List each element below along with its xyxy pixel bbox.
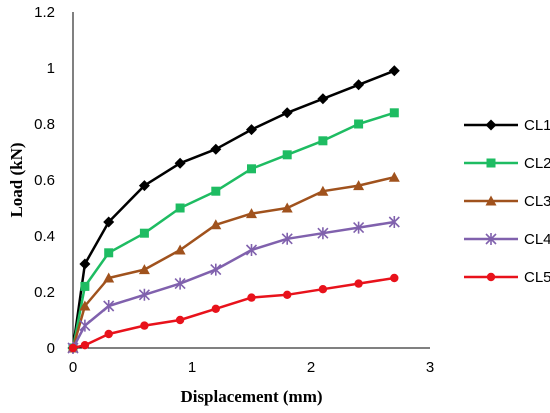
x-tick-label: 2 [307,359,315,376]
data-point [247,293,256,302]
data-point [210,263,222,276]
series-line [72,276,395,350]
data-point [103,300,115,312]
y-tick-label: 0.2 [34,284,55,301]
data-point [211,186,221,196]
y-tick-label: 0.6 [34,172,55,189]
data-point [281,107,293,119]
data-point [246,208,257,219]
y-tick-label: 1.2 [34,4,55,21]
data-point [485,119,497,131]
legend-label: CL3 [524,193,550,210]
axes [72,12,430,349]
legend-label: CL2 [524,155,550,172]
legend-item-cl4: CL4 [464,231,550,248]
legend-item-cl1: CL1 [464,117,550,134]
data-point [174,244,186,255]
series-layer [67,65,400,354]
data-point [282,150,292,160]
data-point [485,233,497,245]
data-point [175,203,185,213]
data-point [388,216,400,228]
data-point [354,279,363,288]
data-point [281,232,293,245]
data-point [318,136,328,146]
data-point [80,281,90,291]
data-point [317,227,329,240]
data-point [139,228,149,238]
data-point [210,219,222,230]
y-tick-label: 1 [47,60,55,77]
data-point [79,258,91,270]
data-point [138,180,150,192]
data-point [390,273,399,283]
series-cl5 [68,273,399,353]
data-point [140,321,149,330]
legend-label: CL5 [524,269,550,286]
data-point [79,300,91,311]
data-point [80,341,90,350]
data-point [247,164,256,174]
data-point [486,158,496,168]
series-line [71,175,395,349]
legend-item-cl2: CL2 [464,155,550,172]
data-point [388,65,400,77]
data-point [138,264,150,275]
y-tick-label: 0.4 [34,228,55,245]
data-point [354,119,364,129]
data-point [68,343,78,353]
x-tick-label: 0 [69,359,77,376]
x-axis-title: Displacement (mm) [180,387,322,406]
series-line [71,69,395,349]
data-point [246,124,257,136]
legend-label: CL4 [524,231,550,248]
data-point [485,195,497,206]
x-tick-label: 3 [426,359,434,376]
data-point [353,180,365,191]
data-point [175,315,185,325]
data-point [103,216,115,228]
legend-item-cl5: CL5 [464,269,550,286]
data-point [138,288,150,301]
data-point [388,171,400,182]
data-point [353,221,365,234]
data-point [103,272,115,283]
legend-item-cl3: CL3 [464,193,550,210]
data-point [486,272,496,282]
data-point [174,157,186,169]
legend-label: CL1 [524,117,550,134]
tick-labels: 0 0.2 0.4 0.6 0.8 1 1.2 0 1 2 3 [34,4,434,376]
legend: CL1 CL2 CL3 CL4 CL5 [464,117,550,286]
data-point [389,108,399,118]
y-tick-label: 0 [47,340,55,357]
y-axis-title: Load (kN) [7,142,26,217]
y-tick-label: 0.8 [34,116,55,133]
series-cl2 [68,108,399,353]
data-point [281,202,293,213]
data-point [317,93,329,105]
data-point [317,185,329,196]
data-point [283,290,292,299]
data-point [211,304,220,313]
data-point [79,319,91,332]
x-tick-label: 1 [188,359,196,376]
series-cl1 [67,65,400,354]
data-point [318,285,328,294]
data-point [245,244,258,256]
series-cl3 [67,171,400,353]
data-point [353,79,365,91]
data-point [104,248,114,258]
data-point [210,143,222,155]
data-point [174,277,186,290]
data-point [104,329,113,339]
